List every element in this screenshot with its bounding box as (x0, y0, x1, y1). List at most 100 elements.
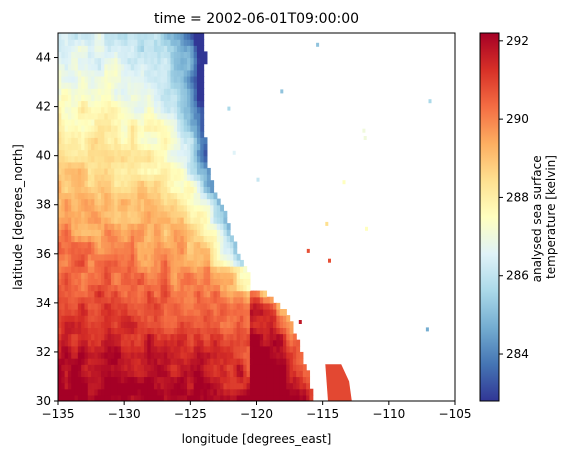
heatmap-cell (167, 69, 172, 77)
heatmap-cell (107, 167, 112, 175)
heatmap-cell (74, 327, 79, 335)
heatmap-cell (163, 333, 168, 341)
heatmap-cell (163, 259, 168, 267)
heatmap-cell (153, 278, 158, 286)
heatmap-cell (223, 266, 228, 273)
heatmap-cell (91, 327, 95, 335)
heatmap-cell (84, 82, 89, 89)
heatmap-cell (124, 296, 129, 304)
heatmap-cell (134, 112, 138, 120)
heatmap-cell (81, 266, 86, 273)
heatmap-cell (110, 223, 115, 230)
heatmap-cell (253, 309, 258, 316)
heatmap-cell (107, 112, 112, 120)
heatmap-cell (259, 333, 264, 341)
heatmap-cell (147, 266, 152, 273)
heatmap-cell (157, 210, 162, 218)
heatmap-cell (220, 217, 225, 224)
heatmap-cell (134, 45, 138, 52)
heatmap-cell (127, 382, 132, 390)
heatmap-cell (58, 118, 62, 126)
heatmap-cell (64, 198, 69, 206)
heatmap-cell (173, 351, 178, 359)
heatmap-cell (160, 39, 165, 46)
heatmap-cell (167, 210, 172, 218)
heatmap-cell (269, 376, 274, 384)
heatmap-cell (296, 358, 301, 365)
heatmap-cell (120, 143, 125, 151)
heatmap-cell (67, 186, 72, 194)
heatmap-cell (160, 333, 165, 341)
x-tick-label: −135 (42, 407, 75, 421)
heatmap-cell (107, 204, 112, 212)
heatmap-cell (64, 235, 69, 243)
heatmap-cell (177, 309, 182, 316)
heatmap-cell (153, 161, 158, 169)
heatmap-cell (157, 33, 162, 40)
heatmap-cell (150, 143, 155, 151)
heatmap-cell (180, 284, 185, 292)
heatmap-cell (203, 57, 208, 65)
heatmap-cell (94, 266, 99, 273)
heatmap-cell (87, 198, 92, 206)
heatmap-cell (170, 333, 175, 341)
heatmap-cell (183, 118, 188, 126)
heatmap-cell (150, 186, 155, 194)
heatmap-cell (67, 88, 72, 95)
heatmap-cell (140, 302, 145, 310)
heatmap-cell (130, 106, 135, 114)
heatmap-cell (61, 345, 66, 353)
heatmap-cell (61, 100, 66, 108)
heatmap-cell (216, 339, 221, 347)
heatmap-cell (173, 394, 178, 401)
heatmap-cell (246, 302, 251, 310)
heatmap-cell (137, 204, 142, 212)
heatmap-cell (134, 88, 138, 95)
heatmap-cell (137, 284, 142, 292)
heatmap-cell (147, 180, 152, 187)
y-tick-label: 36 (36, 247, 51, 261)
heatmap-cell (58, 302, 62, 310)
heatmap-cell (279, 351, 284, 359)
heatmap-cell (134, 149, 138, 157)
heatmap-cell (180, 351, 185, 359)
heatmap-cell (163, 204, 168, 212)
heatmap-cell (259, 358, 264, 365)
heatmap-cell (147, 112, 152, 120)
heatmap-cell (259, 321, 264, 328)
heatmap-cell (239, 290, 244, 298)
heatmap-cell (153, 309, 158, 316)
heatmap-cell (180, 223, 185, 230)
heatmap-cell (114, 143, 119, 151)
heatmap-cell (183, 345, 188, 353)
heatmap-cell (253, 358, 258, 365)
heatmap-cell (97, 33, 102, 40)
heatmap-cell (170, 235, 175, 243)
heatmap-cell (153, 186, 158, 194)
heatmap-cell (117, 235, 122, 243)
heatmap-cell (286, 376, 291, 384)
heatmap-cell (282, 382, 287, 390)
heatmap-cell (160, 253, 165, 261)
heatmap-cell (71, 290, 76, 298)
heatmap-cell (94, 167, 99, 175)
heatmap-cell (144, 302, 148, 310)
heatmap-cell (190, 259, 195, 267)
heatmap-cell (223, 351, 228, 359)
heatmap-cell (203, 198, 208, 206)
heatmap-cell (87, 118, 92, 126)
heatmap-cell (77, 155, 82, 163)
heatmap-cell (124, 143, 129, 151)
heatmap-cell (177, 57, 182, 65)
heatmap-cell (140, 376, 145, 384)
heatmap-cell (124, 364, 129, 371)
heatmap-cell (167, 118, 172, 126)
heatmap-cell (147, 339, 152, 347)
heatmap-cell (157, 394, 162, 401)
heatmap-cell (190, 217, 195, 224)
heatmap-cell (74, 210, 79, 218)
heatmap-cell (160, 33, 165, 40)
heatmap-cell (117, 229, 122, 236)
heatmap-cell (107, 210, 112, 218)
heatmap-cell (67, 69, 72, 77)
